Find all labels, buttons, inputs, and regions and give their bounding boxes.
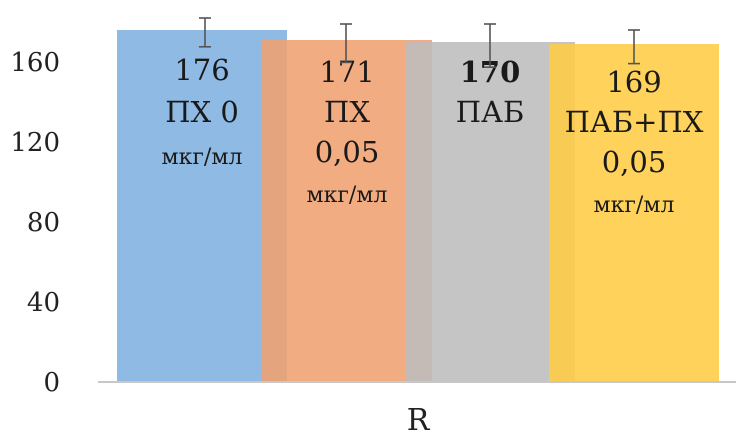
bar-value-label: ПХ bbox=[324, 95, 370, 129]
bar-value-label: мкг/мл bbox=[307, 183, 388, 208]
y-tick-label: 160 bbox=[10, 48, 60, 78]
y-tick-label: 80 bbox=[27, 208, 60, 238]
bar bbox=[405, 42, 575, 382]
bar-value-label: 0,05 bbox=[315, 135, 380, 169]
bar-value-label: ПАБ+ПХ bbox=[565, 105, 704, 139]
error-bars bbox=[199, 17, 640, 68]
x-axis-label: R bbox=[407, 403, 431, 438]
bar bbox=[549, 44, 719, 382]
y-axis-ticks: 0 40 80 120 160 bbox=[10, 48, 60, 398]
bar-value-label: ПАБ bbox=[456, 95, 525, 129]
bar-value-label: 169 bbox=[606, 65, 661, 99]
bar-value-label: мкг/мл bbox=[162, 145, 243, 170]
bar-value-label: 171 bbox=[319, 55, 374, 89]
bar-value-label: 176 bbox=[174, 53, 229, 87]
y-tick-label: 120 bbox=[10, 128, 60, 158]
bar bbox=[117, 30, 287, 382]
bar bbox=[262, 40, 432, 382]
bars bbox=[117, 30, 719, 382]
y-tick-label: 40 bbox=[27, 288, 60, 318]
bar-value-label: 0,05 bbox=[602, 145, 667, 179]
y-tick-label: 0 bbox=[43, 368, 60, 398]
bar-value-label: ПХ 0 bbox=[165, 95, 239, 129]
bar-value-label: мкг/мл bbox=[594, 193, 675, 218]
